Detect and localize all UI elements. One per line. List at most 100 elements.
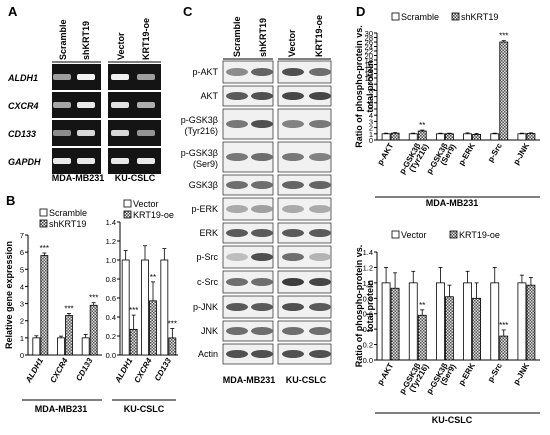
blot-band (282, 205, 304, 213)
lane-label-scramble: Scramble (58, 19, 68, 60)
y-tick-label: 0.2 (106, 332, 116, 341)
category-label-p-erk: p-ERK (457, 361, 477, 387)
y-tick-label: 4 (20, 282, 24, 291)
blot-label-c-src: c-Src (197, 277, 218, 287)
panel-a-cell-line-mda: MDA-MB231 (52, 173, 105, 183)
y-tick-label: 3 (369, 117, 373, 126)
blot-label-jnk: JNK (201, 326, 218, 336)
y-tick-label: 22 (365, 47, 373, 56)
blot-band (309, 303, 331, 311)
blot-band (226, 278, 248, 286)
legend-label-krt19-oe: KRT19-oe (133, 210, 174, 220)
bar-shkrt19-cd133 (89, 304, 98, 356)
blot-band (226, 68, 248, 76)
category-label-p-erk: p-ERK (457, 141, 477, 167)
blot-band (251, 350, 273, 358)
legend-swatch-krt19-oe (449, 230, 458, 239)
blot-label-p-gsk3-tyr216: p-GSK3β (181, 115, 218, 125)
gel-band (77, 158, 95, 164)
bar-vector-p-jnk (517, 282, 527, 361)
blot-label-gsk3: GSK3β (189, 180, 218, 190)
blot-band (309, 350, 331, 358)
blot-band (251, 205, 273, 213)
legend-label-krt19-oe: KRT19-oe (459, 230, 500, 240)
y-tick-label: 0 (369, 136, 373, 145)
blot-label-p-src: p-Src (196, 252, 218, 262)
blot-band (282, 181, 304, 189)
legend-label-scramble: Scramble (49, 208, 87, 218)
bar-krt19-oe-cxcr4 (149, 300, 157, 356)
bar-krt19-oe-p-erk (472, 297, 481, 361)
blot-band (226, 181, 248, 189)
bar-krt19-oe-p-gsk3-tyr216 (417, 314, 427, 361)
blot-lane-label-krt19-oe: KRT19-oe (314, 15, 324, 57)
legend-label-shkrt19: shKRT19 (461, 12, 498, 22)
lane-label-vector: Vector (116, 32, 126, 60)
category-label-p-src: p-Src (486, 361, 504, 384)
y-tick-label: 0.6 (106, 294, 116, 303)
panel-label-a: A (8, 4, 18, 19)
y-tick-label: 1 (20, 334, 24, 343)
blot-band (251, 229, 273, 237)
gel-band (111, 158, 129, 164)
blot-band (309, 327, 331, 335)
significance-label: *** (499, 32, 508, 41)
gel-band (53, 102, 71, 108)
y-axis-label: Relative gene expression (4, 241, 14, 349)
y-tick-label: 2 (369, 124, 373, 133)
panel-b-right-chart: 0.0 0.2 0.4 0.6 0.8 1.0 1.2 1.4 *** ALDH1 ** CXCR4 *… (106, 199, 178, 385)
bar-scramble-cxcr4 (57, 337, 65, 356)
gel-band (53, 158, 71, 164)
blot-label-akt: AKT (200, 91, 218, 101)
blot-label-p-erk: p-ERK (191, 204, 218, 214)
legend-swatch-scramble (391, 12, 400, 21)
bar-vector-p-gsk3-tyr216 (408, 282, 418, 361)
gel-row-label-gapdh: GAPDH (8, 157, 41, 167)
bar-shkrt19-aldh1 (40, 255, 49, 356)
category-label-cd133: CD133 (74, 356, 95, 383)
gel-band (53, 130, 71, 136)
bar-scramble-aldh1 (32, 337, 41, 356)
y-tick-label: 6 (369, 99, 373, 108)
panel-label-c: C (183, 4, 193, 19)
significance-label: ** (419, 121, 425, 130)
category-label-cxcr4: CXCR4 (48, 356, 70, 384)
blot-band (282, 153, 304, 161)
bar-scramble-p-gsk3-ser9 (436, 133, 445, 141)
blot-band (309, 68, 331, 76)
significance-label: *** (129, 306, 138, 315)
panel-a-cell-line-ku: KU-CSLC (115, 173, 156, 183)
y-tick-label: 10 (365, 74, 373, 83)
blot-band (309, 205, 331, 213)
gel-band (137, 102, 155, 108)
bar-scramble-p-src (490, 133, 500, 141)
gel-band (111, 130, 129, 136)
blot-band (282, 92, 304, 100)
y-tick-label: 0.4 (106, 313, 116, 322)
gel-band (77, 102, 95, 108)
blot-band (226, 153, 248, 161)
gel-row-label-aldh1: ALDH1 (7, 73, 38, 83)
legend-label-scramble: Scramble (401, 12, 439, 22)
panel-b-cell-line-mda: MDA-MB231 (35, 404, 88, 414)
y-tick-label: 7 (20, 231, 24, 240)
panel-d-top-chart: 01234567891012141618202224262830p-AKT**p… (354, 12, 540, 176)
blot-label-actin: Actin (198, 349, 218, 359)
y-tick-label: 30 (365, 29, 373, 38)
bar-shkrt19-p-akt (390, 132, 400, 141)
y-axis-label: Ratio of phospho-protein vs. (354, 25, 364, 148)
panel-d-bottom-cell-line: KU-CSLC (432, 415, 473, 425)
blot-label-erk: ERK (199, 228, 218, 238)
blot-band (309, 229, 331, 237)
blot-band (226, 205, 248, 213)
blot-band (251, 253, 273, 261)
panel-c-lane-labels: Scramble shKRT19 Vector KRT19-oe (232, 15, 324, 57)
legend-swatch-vector (123, 199, 132, 208)
bar-vector-p-gsk3-ser9 (436, 282, 445, 361)
legend-swatch-shkrt19 (451, 12, 460, 21)
y-tick-label: 28 (365, 34, 373, 43)
y-tick-label: 0 (20, 351, 24, 360)
gel-band (111, 102, 129, 108)
panel-label-b: B (6, 193, 15, 208)
